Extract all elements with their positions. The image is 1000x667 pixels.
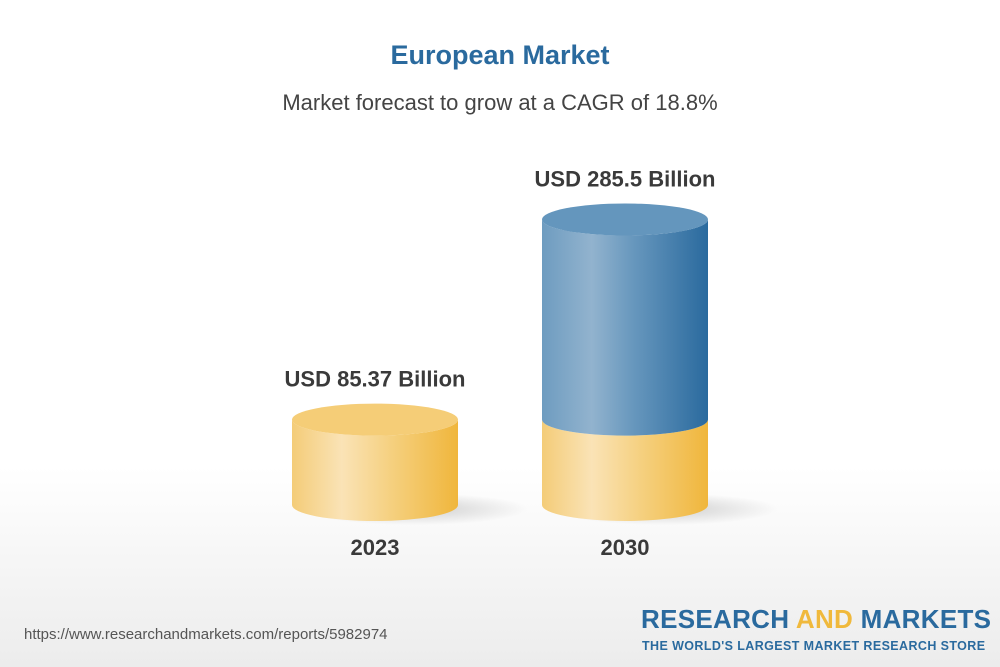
bar-top-cap	[292, 403, 458, 436]
logo-text-and: AND	[795, 604, 854, 634]
bar-growth-segment	[542, 219, 708, 436]
category-label: 2023	[351, 535, 400, 560]
data-label: USD 285.5 Billion	[535, 167, 716, 192]
bar-top-cap	[542, 203, 708, 236]
bar-base-segment	[292, 419, 458, 521]
brand-tagline: THE WORLD'S LARGEST MARKET RESEARCH STOR…	[642, 639, 986, 653]
chart-subtitle: Market forecast to grow at a CAGR of 18.…	[282, 90, 718, 115]
source-url[interactable]: https://www.researchandmarkets.com/repor…	[24, 626, 388, 643]
logo-text-markets: MARKETS	[853, 604, 992, 634]
bar-base-segment	[542, 419, 708, 521]
category-label: 2030	[601, 535, 650, 560]
chart-title: European Market	[390, 40, 610, 70]
data-label: USD 85.37 Billion	[285, 367, 466, 392]
logo-text-research: RESEARCH	[641, 604, 796, 634]
brand-logo: RESEARCH AND MARKETS	[641, 604, 991, 635]
